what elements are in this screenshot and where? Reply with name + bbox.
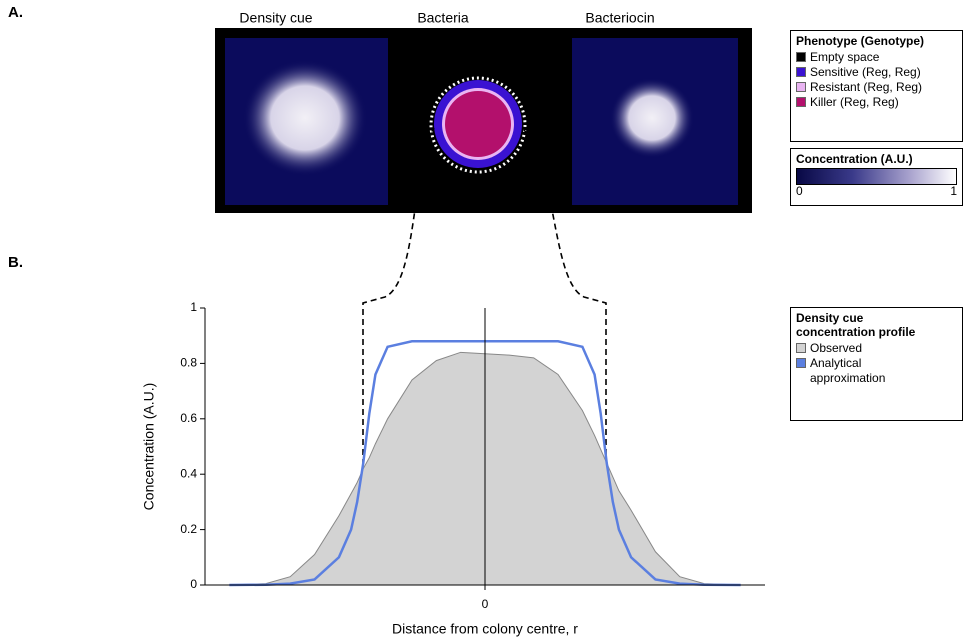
legend-label: Sensitive (Reg, Reg) bbox=[810, 65, 921, 80]
legend-item: Sensitive (Reg, Reg) bbox=[796, 65, 957, 80]
colorbar-title: Concentration (A.U.) bbox=[796, 152, 957, 166]
legend-swatch bbox=[796, 82, 806, 92]
legend-swatch bbox=[796, 358, 806, 368]
legend-item: Analytical approximation bbox=[796, 356, 957, 386]
plot: 0 0.2 0.4 0.6 0.8 1 0 Distance from colony cent… bbox=[141, 300, 765, 637]
panel-label: A. bbox=[8, 4, 23, 21]
image-title: Density cue bbox=[239, 10, 312, 26]
legend-item: Resistant (Reg, Reg) bbox=[796, 80, 957, 95]
y-tick-label: 0.2 bbox=[180, 522, 197, 536]
legend-item: Empty space bbox=[796, 50, 957, 65]
image-title: Bacteriocin bbox=[585, 10, 654, 26]
legend-label: Observed bbox=[810, 341, 930, 356]
legend-swatch bbox=[796, 52, 806, 62]
legend-item: Observed bbox=[796, 341, 957, 356]
y-tick-label: 0.8 bbox=[180, 356, 197, 370]
legend-label: Empty space bbox=[810, 50, 879, 65]
y-tick-label: 0 bbox=[190, 577, 197, 591]
x-axis-label: Distance from colony centre, r bbox=[392, 621, 578, 637]
colorbar-tick: 0 bbox=[796, 185, 803, 197]
simulation-images bbox=[215, 28, 752, 213]
legend-item: Killer (Reg, Reg) bbox=[796, 95, 957, 110]
colorbar: Concentration (A.U.) 0 1 bbox=[790, 148, 963, 206]
legend-label: Resistant (Reg, Reg) bbox=[810, 80, 922, 95]
legend-title: Phenotype (Genotype) bbox=[796, 34, 957, 48]
image-title: Bacteria bbox=[417, 10, 469, 26]
y-tick-label: 0.6 bbox=[180, 411, 197, 425]
legend-swatch bbox=[796, 67, 806, 77]
figure: A. B. Density cue Bacteria Bacteriocin 0… bbox=[0, 0, 964, 643]
colorbar-gradient bbox=[796, 168, 957, 185]
legend-swatch bbox=[796, 343, 806, 353]
legend-label: Killer (Reg, Reg) bbox=[810, 95, 899, 110]
y-tick-label: 0.4 bbox=[180, 466, 197, 480]
x-tick-label: 0 bbox=[482, 597, 489, 611]
y-tick-label: 1 bbox=[190, 300, 197, 314]
legend-title: Density cue concentration profile bbox=[796, 311, 936, 339]
legend-swatch bbox=[796, 97, 806, 107]
panel-label: B. bbox=[8, 254, 23, 271]
chart-legend: Density cue concentration profile Observ… bbox=[790, 307, 963, 421]
colorbar-tick: 1 bbox=[950, 185, 957, 197]
y-axis-label: Concentration (A.U.) bbox=[141, 383, 157, 511]
legend-label: Analytical approximation bbox=[810, 356, 930, 386]
